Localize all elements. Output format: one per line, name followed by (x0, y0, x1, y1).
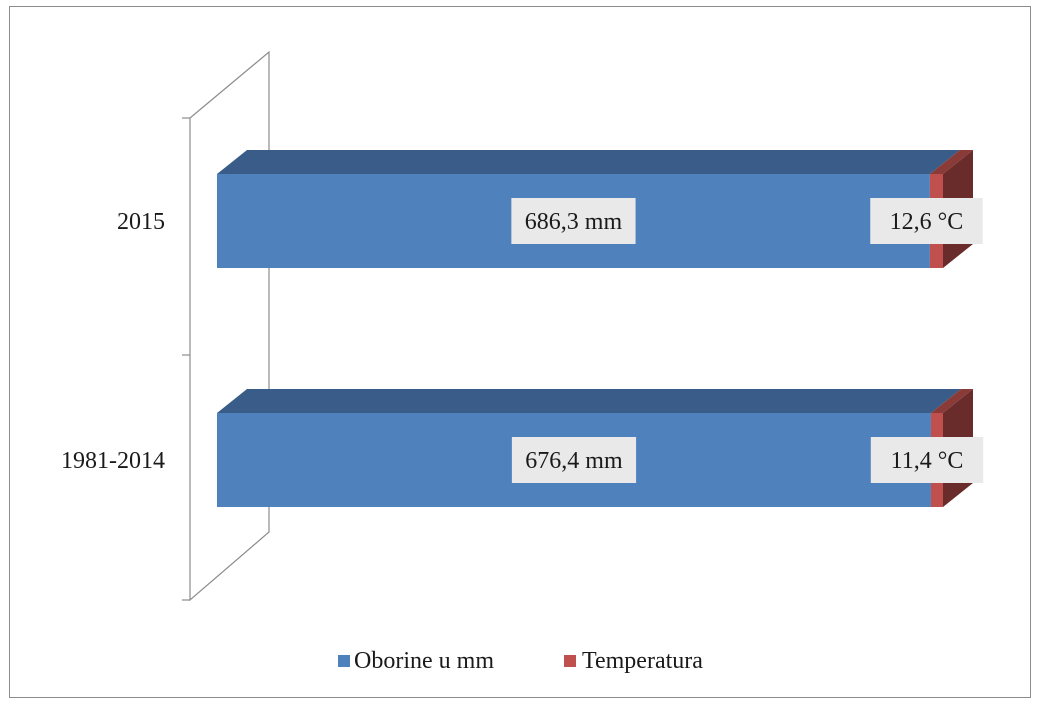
axis-wall (189, 50, 270, 602)
data-label-box-oborine-u-mm-2015 (511, 198, 636, 244)
legend: Oborine u mm Temperatura (338, 648, 703, 674)
category-axis (182, 50, 270, 602)
data-label-oborine-u-mm-1981-2014: 676,4 mm (525, 448, 623, 474)
data-label-temperatura-2015: 12,6 °C (890, 209, 964, 235)
data-label-box-oborine-u-mm-1981-2014 (511, 437, 637, 483)
chart-frame (9, 6, 1031, 698)
legend-swatch-temperatura (564, 655, 576, 667)
bar-top-temperatura-2015 (929, 150, 973, 174)
tick-label-2015: 2015 (117, 209, 165, 235)
data-label-oborine-u-mm-2015: 686,3 mm (525, 209, 623, 235)
legend-swatch-oborine (338, 655, 350, 667)
bar-top-temperatura-1981-2014 (930, 389, 973, 413)
data-label-temperatura-1981-2014: 11,4 °C (891, 448, 964, 474)
bars (217, 150, 973, 507)
data-label-box-temperatura-1981-2014 (870, 437, 984, 483)
legend-label-oborine: Oborine u mm (354, 648, 494, 674)
bar-top-oborine-u-mm-2015 (217, 150, 960, 174)
data-label-box-temperatura-2015 (870, 198, 983, 244)
bar-top-oborine-u-mm-1981-2014 (217, 389, 961, 413)
data-labels: 686,3 mm 12,6 °C 676,4 mm 11,4 °C (511, 198, 984, 483)
tick-labels: 2015 1981-2014 (61, 209, 165, 474)
tick-label-1981-2014: 1981-2014 (61, 448, 165, 474)
legend-label-temperatura: Temperatura (582, 648, 703, 674)
